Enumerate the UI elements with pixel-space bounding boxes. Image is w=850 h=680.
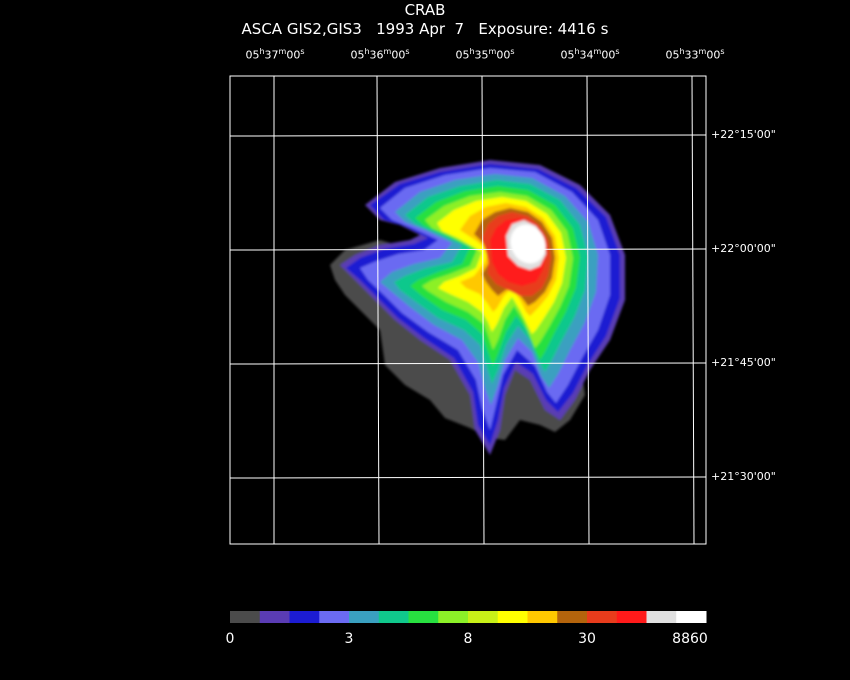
dec-tick-label: +22°15'00" [711, 128, 776, 141]
colorbar-label: 8860 [672, 631, 708, 647]
colorbar-swatch [378, 611, 409, 623]
image-title: CRAB [404, 1, 446, 19]
colorbar-swatch [319, 611, 350, 623]
ra-tick-label: 05h33m00s [665, 47, 725, 62]
colorbar-swatch [587, 611, 618, 623]
colorbar-swatch [557, 611, 588, 623]
colorbar-swatch [497, 611, 528, 623]
colorbar-swatch [468, 611, 499, 623]
dec-tick-label: +21°30'00" [711, 470, 776, 483]
ra-tick-label: 05h35m00s [455, 47, 515, 62]
colorbar-swatch [408, 611, 439, 623]
colorbar-label: 30 [578, 631, 596, 647]
source-core [510, 224, 546, 264]
colorbar-label: 3 [344, 631, 354, 647]
colorbar-swatch [616, 611, 647, 623]
colorbar-swatch [676, 611, 707, 623]
dec-tick-label: +21°45'00" [711, 356, 776, 369]
dec-tick-label: +22°00'00" [711, 242, 776, 255]
colorbar-swatch [527, 611, 558, 623]
ra-tick-label: 05h34m00s [560, 47, 620, 62]
crab-xray-image [330, 160, 625, 455]
colorbar-swatch [259, 611, 290, 623]
observation-info: ASCA GIS2,GIS3 1993 Apr 7 Exposure: 4416… [241, 20, 609, 38]
ra-tick-label: 05h37m00s [245, 47, 305, 62]
colorbar-swatch [349, 611, 380, 623]
colorbar-label: 0 [225, 631, 235, 647]
colorbar-label: 8 [463, 631, 473, 647]
colorbar [230, 611, 707, 623]
ra-tick-label: 05h36m00s [350, 47, 410, 62]
colorbar-swatch [230, 611, 261, 623]
colorbar-swatch [289, 611, 320, 623]
image-frame [229, 75, 707, 545]
colorbar-swatch [438, 611, 469, 623]
coordinate-grid [229, 75, 707, 545]
colorbar-swatch [646, 611, 677, 623]
